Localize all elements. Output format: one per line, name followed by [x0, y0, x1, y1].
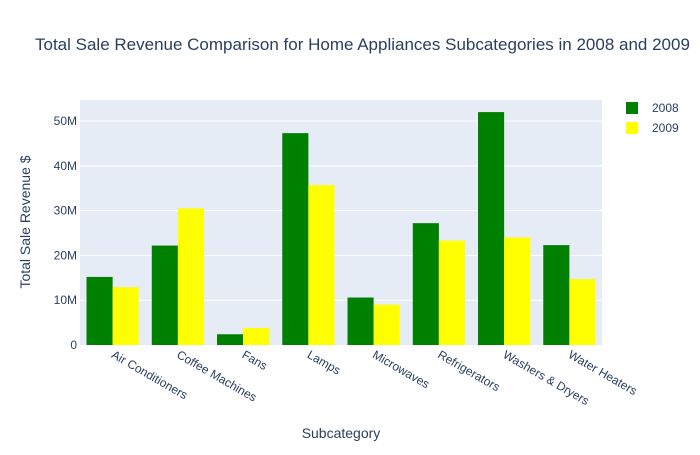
bar-2009 [112, 287, 139, 345]
legend-swatch [626, 122, 638, 134]
x-tick-label: Fans [240, 347, 270, 372]
bar-2008 [412, 223, 439, 345]
y-tick-label: 40M [54, 159, 77, 173]
y-tick-label: 30M [54, 204, 77, 218]
legend-label: 2008 [652, 101, 679, 115]
legend-label: 2009 [652, 121, 679, 135]
bar-2008 [151, 245, 178, 345]
bar-2008 [478, 112, 505, 346]
bar-2008 [347, 297, 374, 345]
bar-2009 [504, 237, 531, 345]
bar-2008 [217, 334, 244, 345]
bar-2009 [373, 304, 400, 345]
x-tick-label: Refrigerators [435, 347, 502, 394]
bars [86, 112, 596, 346]
bar-2008 [86, 276, 113, 345]
bar-2008 [282, 133, 309, 345]
bar-2009 [243, 327, 270, 345]
y-tick-label: 10M [54, 293, 77, 307]
x-axis-title: Subcategory [302, 425, 381, 441]
x-tick-label: Microwaves [370, 347, 432, 391]
x-tick-label: Lamps [305, 347, 343, 377]
bar-2009 [177, 208, 204, 345]
y-tick-label: 50M [54, 114, 77, 128]
y-axis-ticks: 0 10M 20M 30M 40M 50M [54, 114, 78, 352]
bar-2009 [308, 185, 335, 345]
y-axis-title: Total Sale Revenue $ [17, 155, 33, 288]
legend: 2008 2009 [626, 101, 679, 135]
bar-2009 [569, 279, 596, 345]
bar-2008 [543, 245, 570, 345]
y-tick-label: 20M [54, 248, 77, 262]
bar-2009 [438, 240, 465, 345]
y-tick-label: 0 [70, 338, 77, 352]
chart-title: Total Sale Revenue Comparison for Home A… [35, 35, 690, 54]
legend-swatch [626, 102, 638, 114]
